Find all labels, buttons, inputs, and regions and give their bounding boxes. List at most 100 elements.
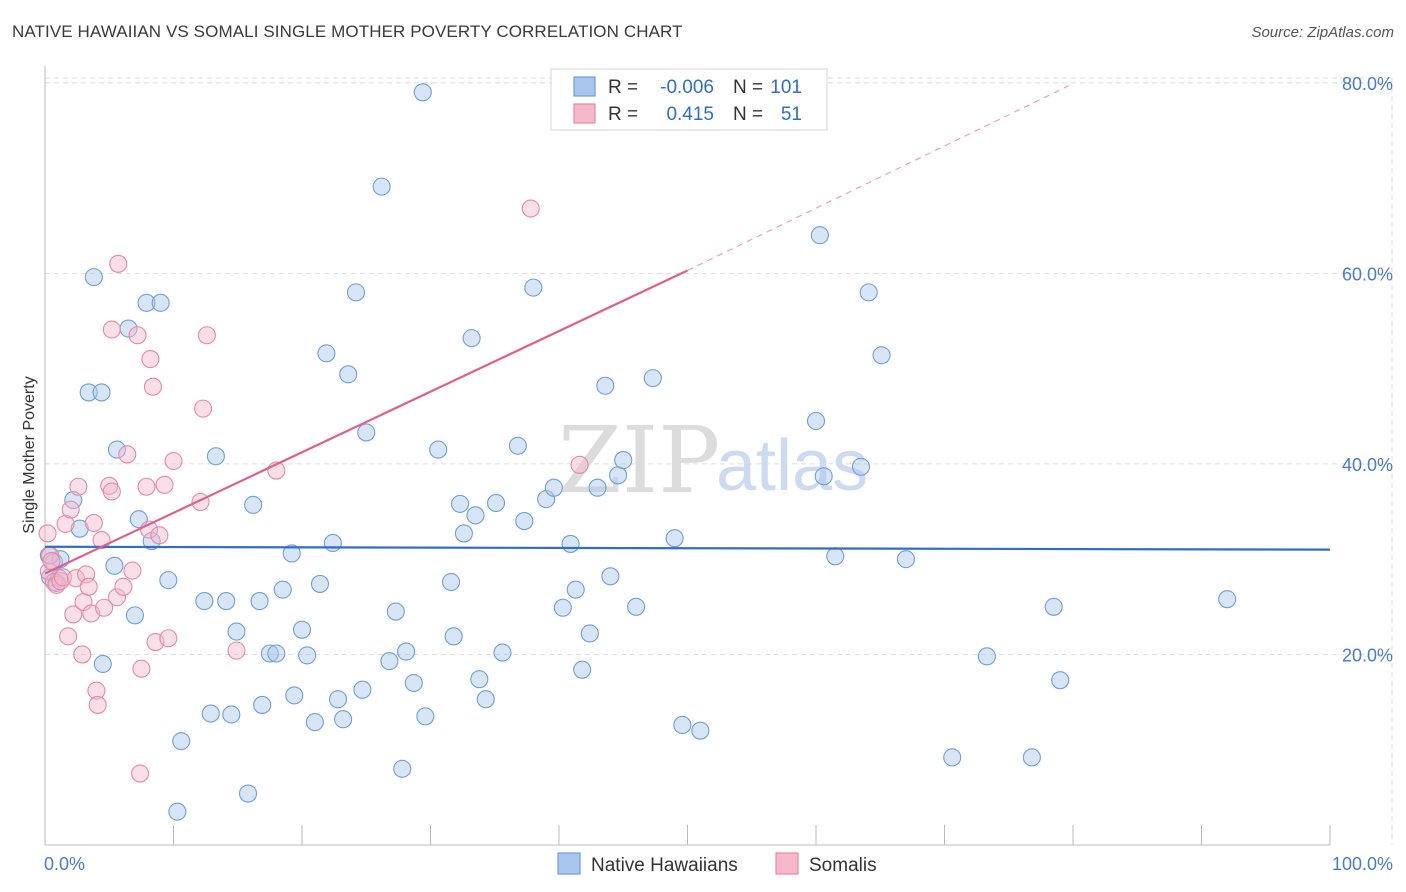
y-tick-label-2: 60.0% xyxy=(1342,264,1393,284)
native-hawaiians-point-86 xyxy=(665,529,684,548)
native-hawaiians-point-79 xyxy=(588,478,607,497)
x-tick-label-min: 0.0% xyxy=(44,854,85,874)
somalis-point-26 xyxy=(107,588,127,607)
trend-line-somalis xyxy=(44,269,688,575)
somalis-point-13 xyxy=(69,477,88,496)
somalis-point-43 xyxy=(164,451,183,471)
native-hawaiians-point-28 xyxy=(227,622,246,641)
native-hawaiians-point-78 xyxy=(580,624,599,643)
native-hawaiians-point-13 xyxy=(107,440,127,459)
somalis-point-34 xyxy=(131,764,150,783)
native-hawaiians-point-85 xyxy=(643,369,662,388)
somalis-point-38 xyxy=(143,377,162,396)
native-hawaiians-point-48 xyxy=(353,680,372,699)
series-legend-swatch-native-hawaiians xyxy=(557,852,581,875)
y-tick-label-1: 40.0% xyxy=(1342,455,1393,475)
legend-r-value-2: 0.415 xyxy=(666,104,714,125)
native-hawaiians-point-101 xyxy=(1051,671,1070,690)
native-hawaiians-point-66 xyxy=(476,690,495,709)
native-hawaiians-point-80 xyxy=(596,376,615,395)
native-hawaiians-point-43 xyxy=(323,533,342,553)
native-hawaiians-point-17 xyxy=(137,293,156,312)
native-hawaiians-point-83 xyxy=(614,451,633,470)
trend-lines xyxy=(44,83,1331,575)
x-tick-labels: 0.0% 100.0% xyxy=(44,854,1393,874)
y-tick-labels: 20.0% 40.0% 60.0% 80.0% xyxy=(1342,74,1393,666)
native-hawaiians-point-64 xyxy=(462,329,481,348)
somalis-point-12 xyxy=(66,569,85,588)
native-hawaiians-point-45 xyxy=(334,710,353,729)
native-hawaiians-point-61 xyxy=(451,494,470,513)
native-hawaiians-point-40 xyxy=(305,713,324,732)
somalis-point-42 xyxy=(159,629,178,648)
somalis-point-37 xyxy=(141,350,160,369)
somalis-point-33 xyxy=(132,659,151,678)
native-hawaiians-point-32 xyxy=(253,695,272,714)
series-legend-swatch-somalis xyxy=(775,852,799,875)
somalis-point-49 xyxy=(521,199,540,218)
native-hawaiians-point-25 xyxy=(206,447,225,466)
native-hawaiians-point-26 xyxy=(217,592,236,611)
somalis-point-27 xyxy=(102,320,121,339)
native-hawaiians-point-95 xyxy=(872,346,891,365)
legend: R = -0.006 N = 101 R = 0.415 N = 51 xyxy=(550,68,828,131)
native-hawaiians-point-21 xyxy=(168,802,187,821)
native-hawaiians-point-77 xyxy=(573,660,592,679)
native-hawaiians-point-54 xyxy=(397,642,416,661)
somalis-point-41 xyxy=(155,475,174,494)
somalis-point-17 xyxy=(79,577,98,596)
watermark-atlas: atlas xyxy=(716,426,868,506)
legend-swatch-somalis xyxy=(573,103,596,124)
series-legend-label-native-hawaiians: Native Hawaiians xyxy=(591,855,738,876)
native-hawaiians-point-87 xyxy=(673,715,692,734)
native-hawaiians-point-10 xyxy=(92,383,111,402)
native-hawaiians-point-63 xyxy=(466,506,485,525)
legend-swatch-native-hawaiians xyxy=(573,76,596,97)
native-hawaiians-point-75 xyxy=(561,534,580,553)
native-hawaiians-point-24 xyxy=(201,704,220,723)
y-tick-label-3: 80.0% xyxy=(1342,74,1393,94)
native-hawaiians-point-37 xyxy=(285,686,304,705)
somalis-point-46 xyxy=(197,326,216,345)
native-hawaiians-point-53 xyxy=(393,759,412,778)
native-hawaiians-point-94 xyxy=(859,283,878,302)
native-hawaiians-point-57 xyxy=(416,707,435,726)
somalis-point-7 xyxy=(53,568,73,587)
series-legend: Native Hawaiians Somalis xyxy=(557,852,877,876)
somalis-point-29 xyxy=(114,577,133,596)
native-hawaiians-point-73 xyxy=(544,478,563,497)
native-hawaiians-point-90 xyxy=(810,226,829,245)
native-hawaiians-point-44 xyxy=(328,690,348,709)
native-hawaiians-point-93 xyxy=(851,457,871,476)
native-hawaiians-point-15 xyxy=(125,606,144,625)
native-hawaiians-point-49 xyxy=(357,423,376,442)
native-hawaiians-point-30 xyxy=(244,495,263,514)
legend-r-value-1: -0.006 xyxy=(660,77,714,98)
somalis-point-14 xyxy=(73,645,92,664)
legend-n-label-1: N = xyxy=(733,77,763,98)
somalis-point-47 xyxy=(227,641,246,660)
native-hawaiians-point-29 xyxy=(238,784,258,803)
native-hawaiians-point-102 xyxy=(1218,590,1237,609)
native-hawaiians-point-41 xyxy=(310,574,330,593)
native-hawaiians-point-35 xyxy=(273,580,292,599)
somalis-point-4 xyxy=(44,572,64,592)
watermark-zip: ZIP xyxy=(558,407,720,514)
native-hawaiians-point-56 xyxy=(413,83,432,102)
native-hawaiians-point-99 xyxy=(1022,748,1041,767)
legend-n-value-1: 101 xyxy=(770,77,802,98)
somalis-point-35 xyxy=(137,477,156,496)
native-hawaiians-point-91 xyxy=(814,467,833,486)
somalis-point-8 xyxy=(56,514,75,533)
native-hawaiians-point-92 xyxy=(826,547,845,566)
native-hawaiians-point-97 xyxy=(943,748,962,767)
native-hawaiians-point-9 xyxy=(79,383,98,402)
native-hawaiians-point-58 xyxy=(429,440,448,459)
trend-line-somalis-extension xyxy=(687,83,1074,272)
native-hawaiians-point-34 xyxy=(267,644,286,663)
native-hawaiians-point-19 xyxy=(151,293,170,312)
somalis-point-50 xyxy=(570,455,589,474)
series-somalis xyxy=(38,199,589,783)
native-hawaiians-point-60 xyxy=(444,627,463,646)
somalis-point-10 xyxy=(61,500,80,519)
